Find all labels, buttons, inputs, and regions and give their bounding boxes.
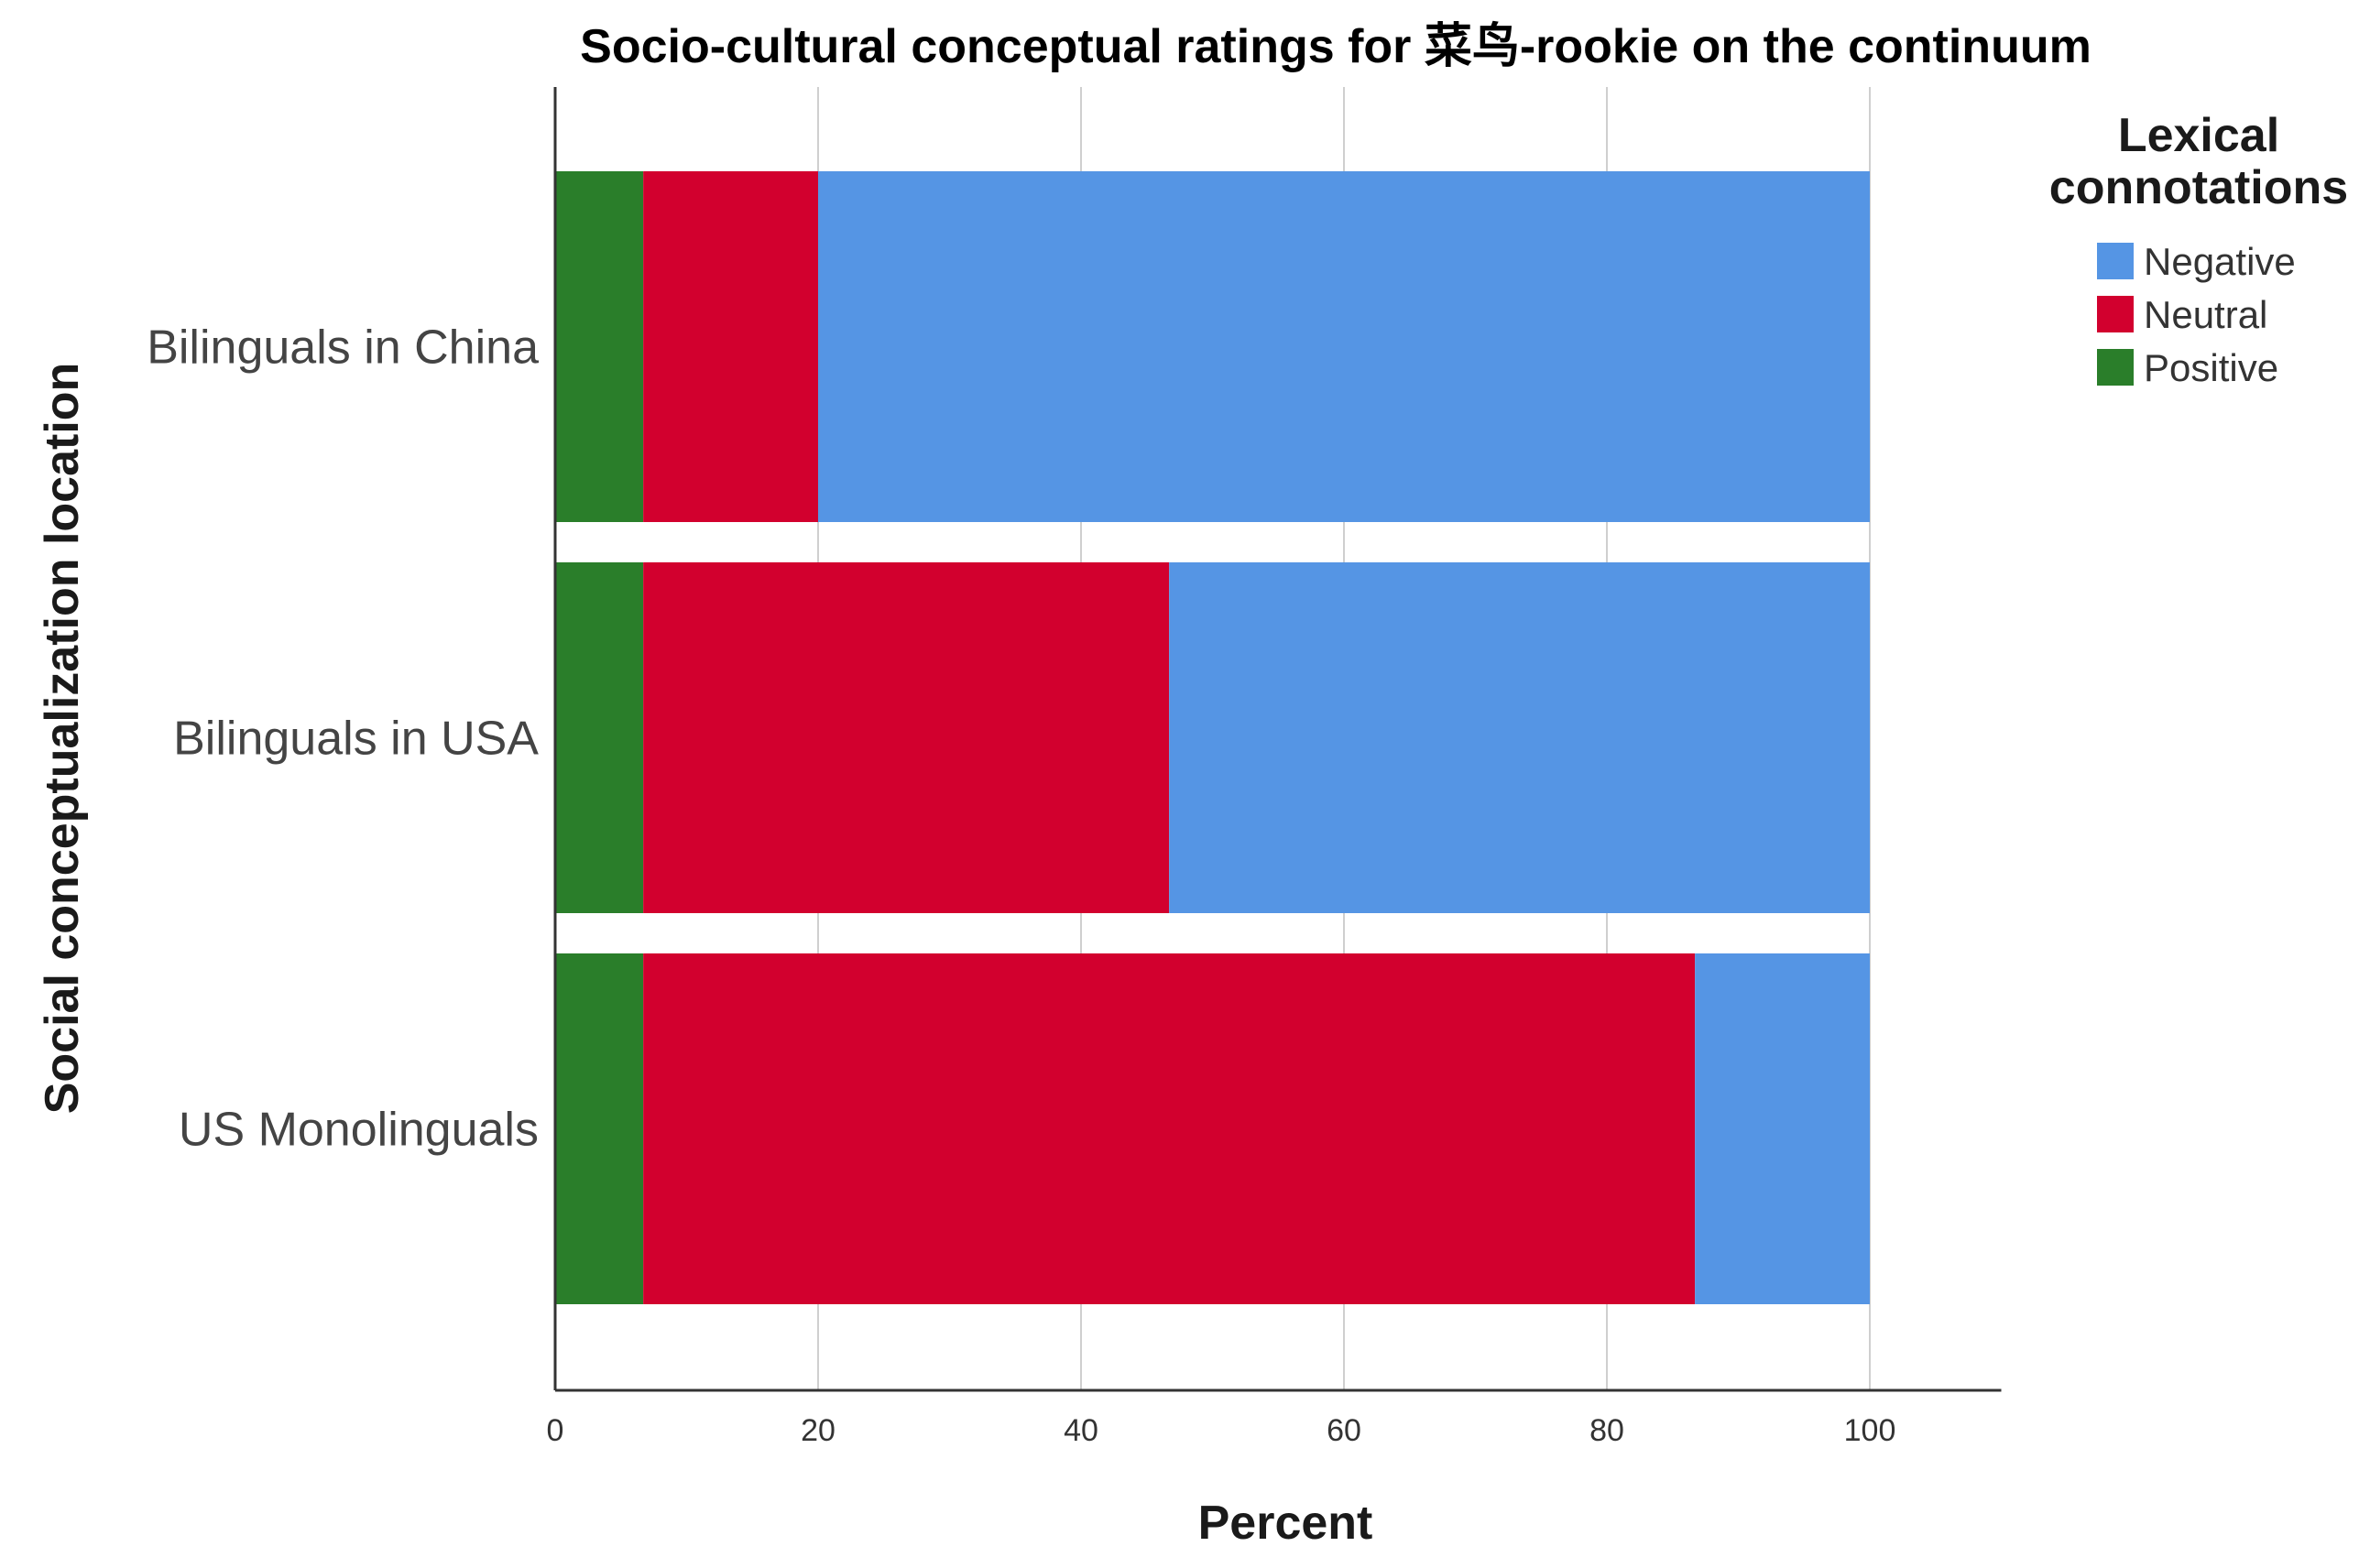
x-tick-label-60: 60	[1327, 1413, 1361, 1448]
x-tick-label-80: 80	[1589, 1413, 1624, 1448]
category-label-2: Bilinguals in USA	[173, 713, 539, 766]
legend-title-line-2: connotations	[2049, 161, 2348, 214]
x-tick-labels: 0 20 40 60 80 100	[547, 1413, 1896, 1448]
bar-negative-2	[1169, 562, 1870, 913]
y-axis-label: Social conceptualization location	[36, 363, 89, 1115]
legend-swatch-positive	[2097, 349, 2134, 386]
legend-label-neutral: Neutral	[2144, 293, 2267, 336]
x-axis-label: Percent	[1198, 1497, 1373, 1550]
bar-negative-1	[818, 171, 1870, 522]
bars	[555, 171, 1870, 1304]
bar-positive-2	[555, 562, 644, 913]
bar-negative-3	[1695, 953, 1870, 1304]
legend-label-negative: Negative	[2144, 240, 2296, 283]
category-label-3: US Monolinguals	[179, 1104, 539, 1157]
x-tick-label-100: 100	[1844, 1413, 1896, 1448]
legend-swatch-neutral	[2097, 296, 2134, 332]
legend-label-positive: Positive	[2144, 346, 2278, 389]
bar-positive-1	[555, 171, 644, 522]
category-label-1: Bilinguals in China	[147, 321, 539, 375]
x-tick-label-0: 0	[547, 1413, 564, 1448]
category-labels: Bilinguals in China Bilinguals in USA US M…	[147, 321, 539, 1157]
x-tick-label-20: 20	[801, 1413, 836, 1448]
bar-positive-3	[555, 953, 644, 1304]
legend-swatch-negative	[2097, 243, 2134, 279]
bar-neutral-1	[643, 171, 818, 522]
chart-title: Socio-cultural conceptual ratings for 菜鸟…	[580, 20, 2091, 73]
legend-title-line-1: Lexical	[2118, 109, 2279, 162]
x-tick-label-40: 40	[1064, 1413, 1098, 1448]
bar-neutral-3	[643, 953, 1696, 1304]
bar-neutral-2	[643, 562, 1170, 913]
